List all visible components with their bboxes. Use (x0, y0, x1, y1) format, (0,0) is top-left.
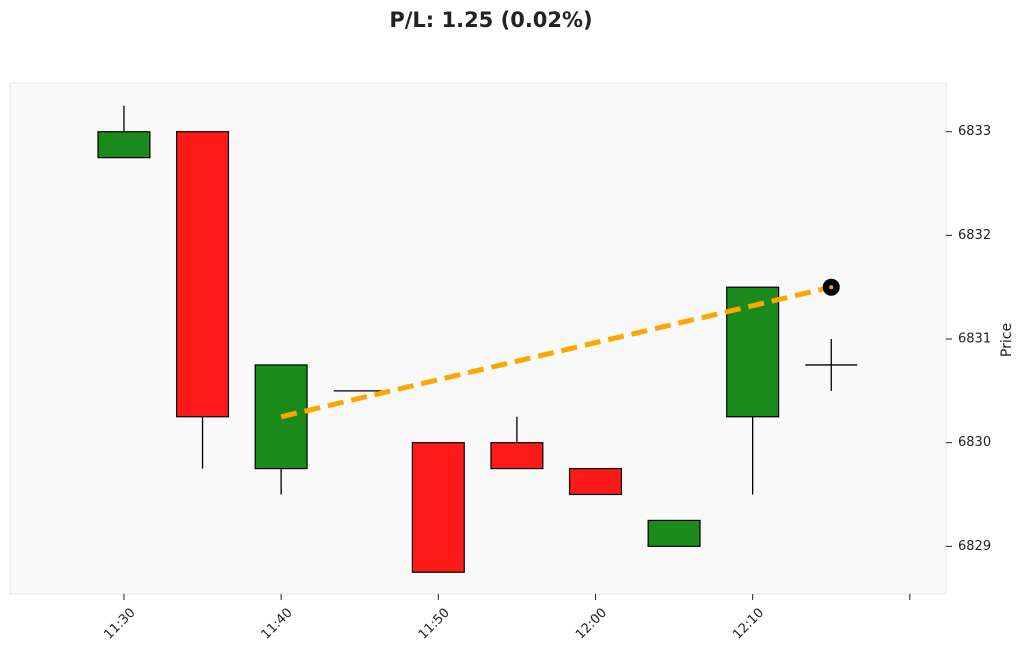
candle-body (647, 519, 701, 547)
exit-marker-center (829, 285, 834, 290)
x-tick-label: 12:00 (573, 605, 610, 642)
y-tick-label: 6831 (958, 332, 991, 347)
x-tick-label: 12:10 (730, 605, 767, 642)
candle-body (176, 131, 230, 418)
candle-body (411, 442, 465, 573)
x-tick-label: 11:40 (259, 605, 296, 642)
plot-area (9, 82, 947, 595)
y-tick-label: 6832 (958, 228, 991, 243)
x-tick-label: 11:50 (416, 605, 453, 642)
y-tick-label: 6829 (958, 539, 991, 554)
candle-body (97, 131, 151, 159)
y-tick-label: 6830 (958, 435, 991, 450)
chart-title: P/L: 1.25 (0.02%) (389, 8, 592, 32)
y-tick-label: 6833 (958, 124, 991, 139)
candle-body (490, 442, 544, 470)
y-axis-label: Price (999, 323, 1015, 357)
x-tick-label: 11:30 (101, 605, 138, 642)
trade-line (280, 284, 832, 420)
candle-body (568, 467, 623, 496)
